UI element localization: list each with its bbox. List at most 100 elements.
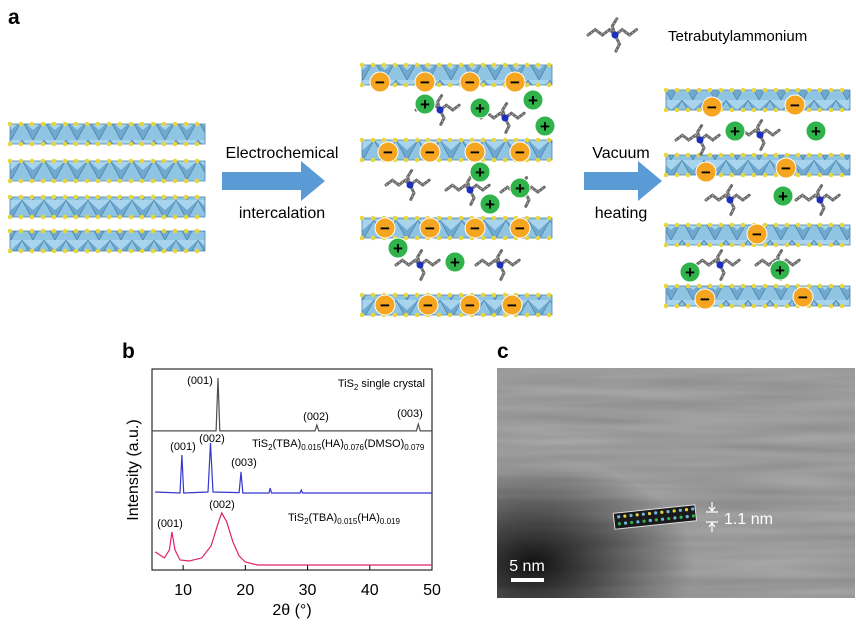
sulfur-atom: [840, 88, 845, 93]
subscript: 0.015: [301, 443, 322, 452]
sulfur-atom: [437, 138, 442, 143]
sulfur-atom: [404, 293, 409, 298]
sulfur-atom: [195, 142, 200, 147]
sulfur-atom: [52, 229, 57, 234]
sulfur-atom: [763, 153, 768, 158]
sulfur-atom: [162, 249, 167, 254]
sulfur-atom: [184, 229, 189, 234]
sulfur-atom: [719, 243, 724, 248]
sulfur-atom: [415, 138, 420, 143]
anion-sign: −: [423, 296, 433, 315]
sulfur-atom: [785, 223, 790, 228]
sulfur-atom: [96, 229, 101, 234]
formula-part: (DMSO): [364, 438, 404, 450]
sulfur-atom: [459, 313, 464, 318]
step-label: Electrochemical: [226, 145, 339, 162]
sulfur-atom: [708, 243, 713, 248]
sulfur-atom: [85, 179, 90, 184]
sulfur-atom: [448, 63, 453, 68]
sulfur-atom: [415, 63, 420, 68]
sulfur-atom: [371, 158, 376, 163]
sulfur-atom: [459, 158, 464, 163]
sulfur-atom: [818, 108, 823, 113]
sulfur-atom: [675, 88, 680, 93]
anion-sign: −: [470, 143, 480, 162]
cation-sign: +: [515, 179, 525, 198]
sulfur-atom: [697, 223, 702, 228]
process-arrow: [222, 161, 325, 201]
sulfur-atom: [360, 236, 365, 241]
cation-sign: +: [775, 261, 785, 280]
sulfur-atom: [774, 108, 779, 113]
sulfur-atom: [730, 173, 735, 178]
ts2-layer: [666, 286, 850, 306]
sulfur-atom: [697, 88, 702, 93]
sulfur-atom: [151, 249, 156, 254]
sulfur-atom: [818, 223, 823, 228]
sulfur-atom: [763, 173, 768, 178]
x-tick-label: 40: [361, 582, 379, 599]
sulfur-atom: [85, 215, 90, 220]
sulfur-atom: [525, 138, 530, 143]
sulfur-atom: [151, 215, 156, 220]
sulfur-atom: [19, 122, 24, 127]
panel-letter: a: [8, 6, 20, 29]
sulfur-atom: [840, 284, 845, 289]
sulfur-atom: [752, 88, 757, 93]
sulfur-atom: [360, 83, 365, 88]
sulfur-atom: [664, 108, 669, 113]
sulfur-atom: [708, 284, 713, 289]
sulfur-atom: [547, 158, 552, 163]
cation-sign: +: [730, 122, 740, 141]
sulfur-atom: [30, 195, 35, 200]
sulfur-atom: [151, 122, 156, 127]
figure: aTetrabutylammoniumElectrochemicalinterc…: [0, 0, 856, 620]
sulfur-atom: [118, 122, 123, 127]
sulfur-atom: [140, 195, 145, 200]
x-axis-label: 2θ (°): [272, 602, 311, 619]
sulfur-atom: [63, 249, 68, 254]
sulfur-atom: [664, 284, 669, 289]
sulfur-atom: [19, 229, 24, 234]
ts2-layer: [10, 124, 205, 144]
formula-part: TiS: [338, 378, 354, 390]
sulfur-atom: [404, 236, 409, 241]
sulfur-atom: [503, 236, 508, 241]
step-label: Vacuum: [592, 145, 650, 162]
series-label: TiS2(TBA)0.015(HA)0.076(DMSO)0.079: [252, 438, 425, 452]
sulfur-atom: [818, 153, 823, 158]
sulfur-atom: [173, 159, 178, 164]
sulfur-atom: [195, 229, 200, 234]
series-label: TiS2 single crystal: [338, 378, 425, 392]
sulfur-atom: [829, 108, 834, 113]
sulfur-atom: [481, 63, 486, 68]
sulfur-atom: [63, 215, 68, 220]
sulfur-atom: [437, 236, 442, 241]
sulfur-atom: [85, 159, 90, 164]
sulfur-atom: [96, 215, 101, 220]
sulfur-atom: [74, 215, 79, 220]
sulfur-atom: [173, 122, 178, 127]
sulfur-atom: [675, 173, 680, 178]
sulfur-atom: [52, 195, 57, 200]
sulfur-atom: [107, 142, 112, 147]
sulfur-atom: [184, 142, 189, 147]
sulfur-atom: [437, 63, 442, 68]
sulfur-atom: [140, 179, 145, 184]
sulfur-atom: [41, 179, 46, 184]
sulfur-atom: [162, 215, 167, 220]
sulfur-atom: [785, 284, 790, 289]
sulfur-atom: [107, 195, 112, 200]
xrd-trace: [155, 443, 432, 493]
sulfur-atom: [536, 138, 541, 143]
sulfur-atom: [730, 88, 735, 93]
nitrogen-atom: [612, 32, 619, 39]
sulfur-atom: [140, 142, 145, 147]
sulfur-atom: [151, 229, 156, 234]
formula-part: (HA): [357, 512, 380, 524]
sulfur-atom: [8, 179, 13, 184]
sulfur-atom: [184, 249, 189, 254]
sulfur-atom: [371, 63, 376, 68]
sulfur-atom: [118, 215, 123, 220]
anion-sign: −: [781, 159, 791, 178]
